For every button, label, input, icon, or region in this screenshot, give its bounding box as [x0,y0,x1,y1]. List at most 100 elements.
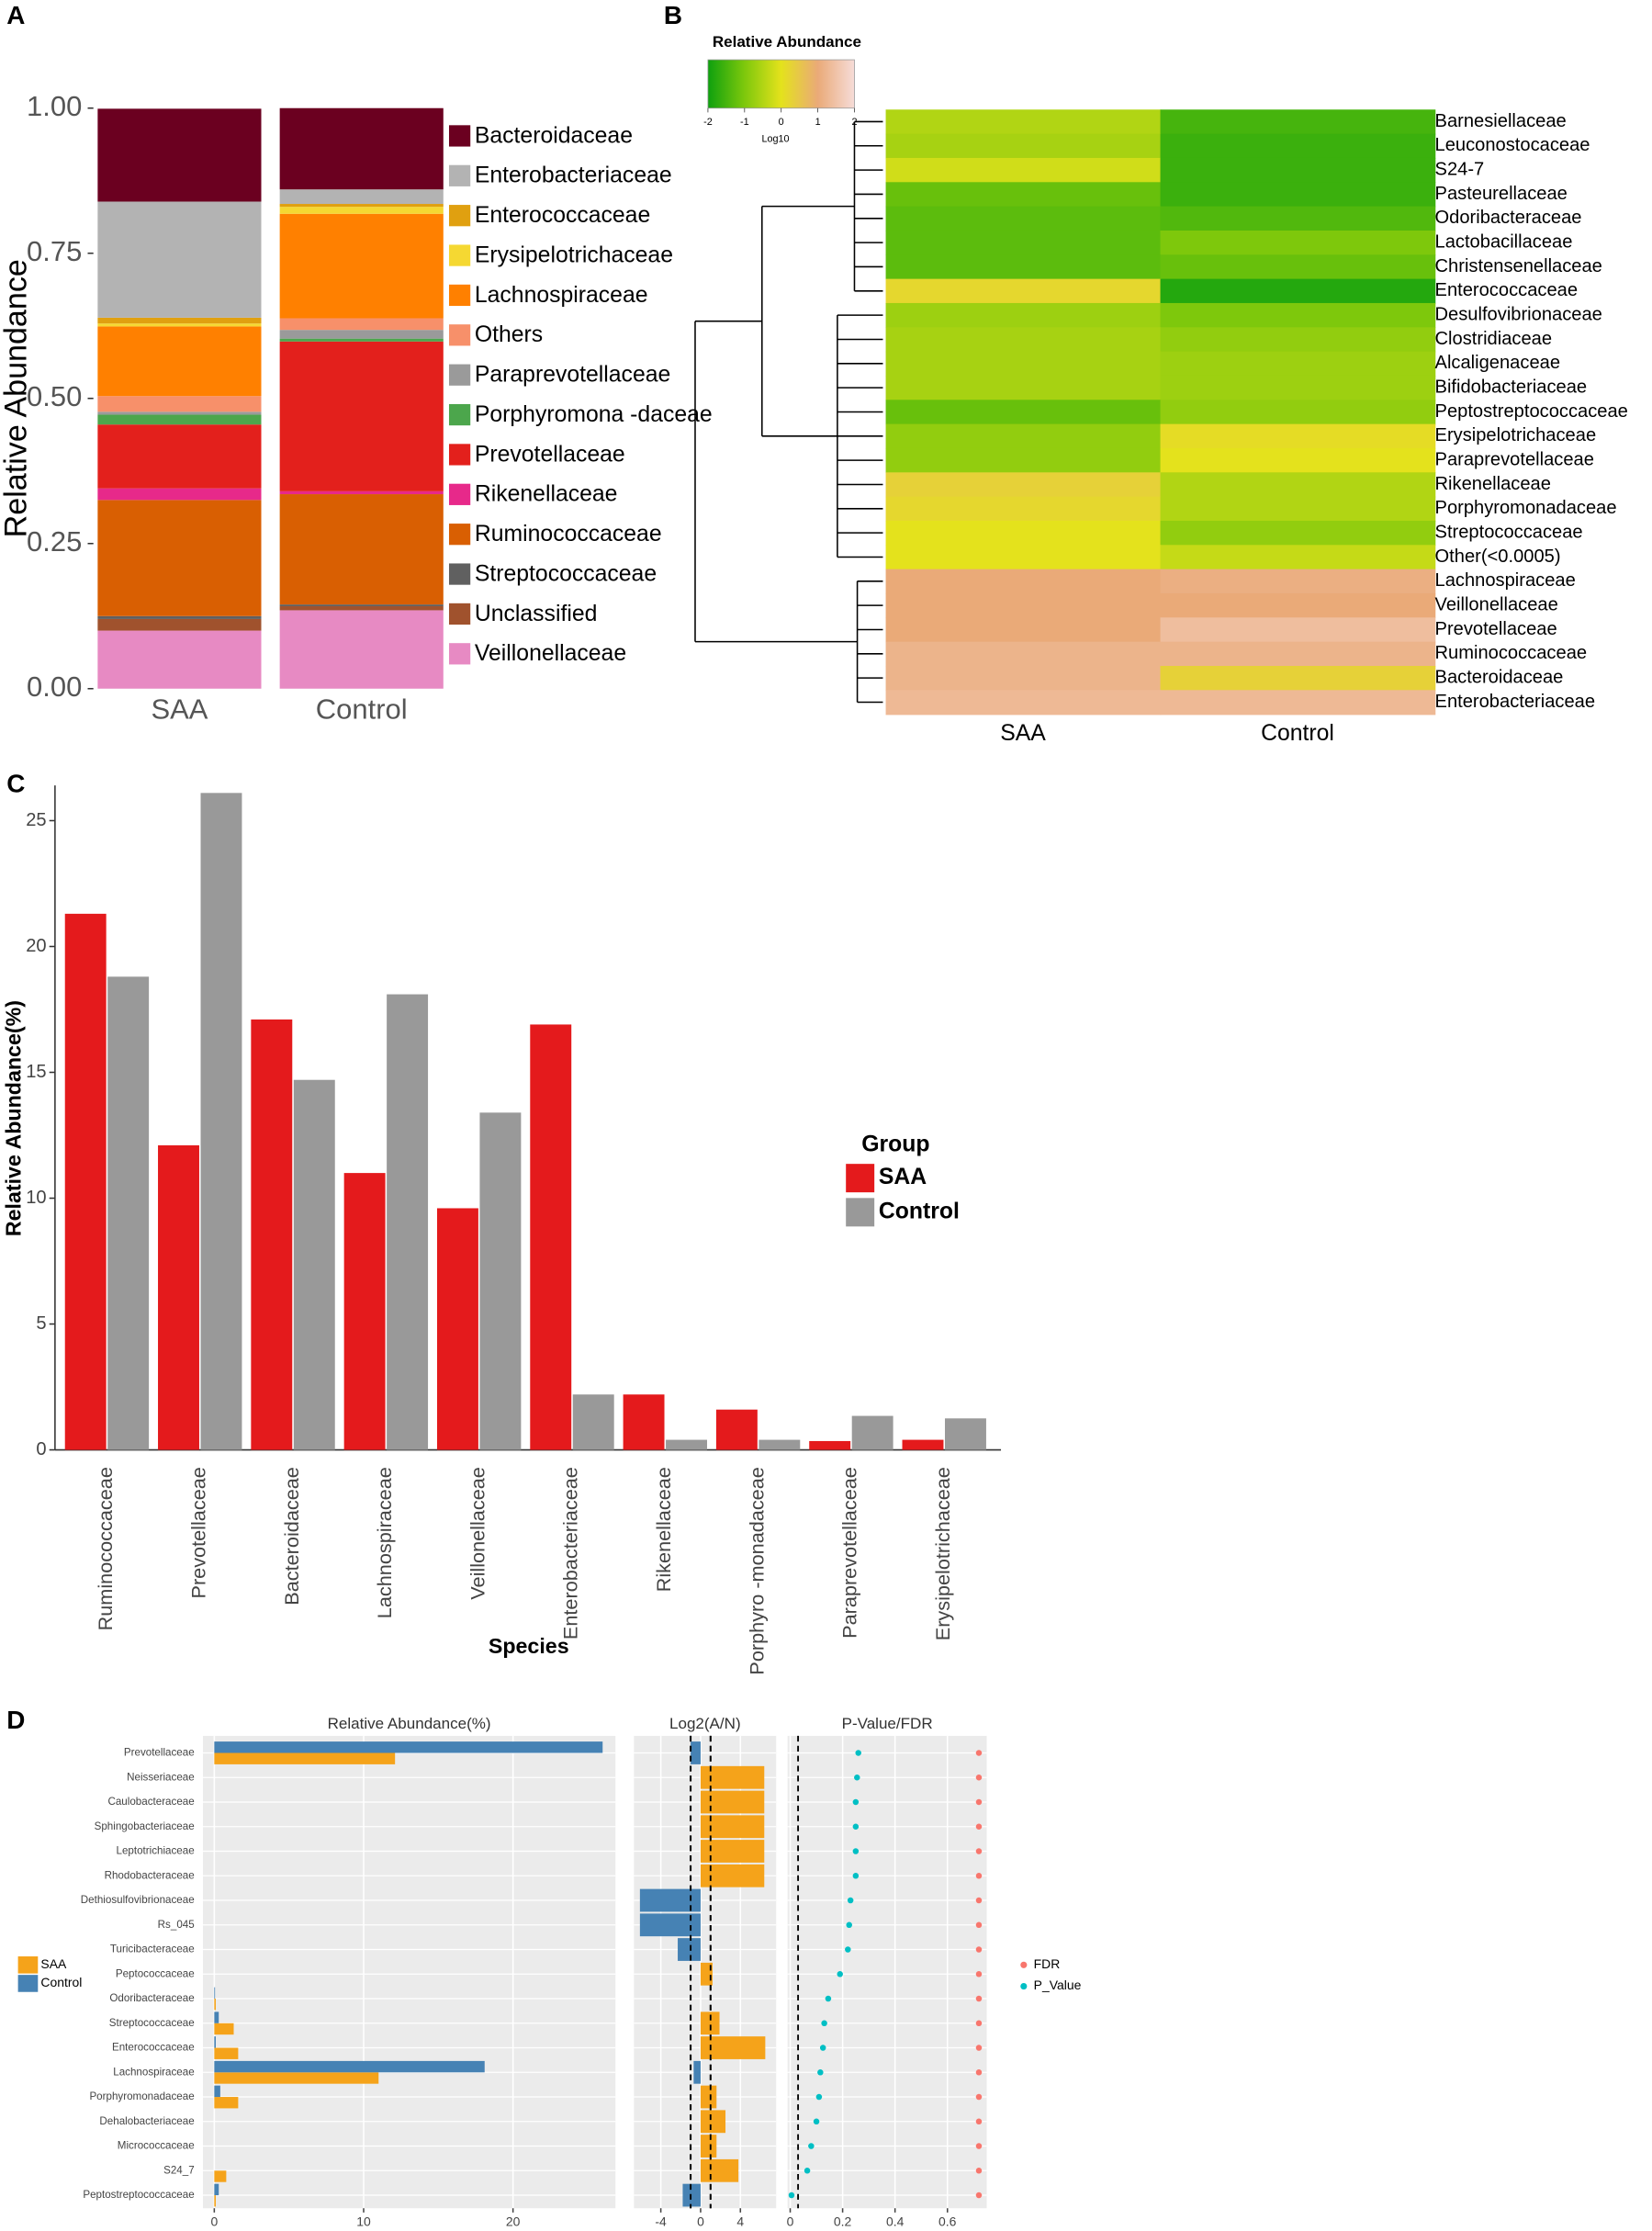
bar-segment [97,411,262,415]
bar-segment [97,500,262,616]
heatmap-cell [885,665,1162,692]
heatmap-cell [1160,327,1436,353]
bar [479,1112,522,1450]
y-axis-label: Relative Abundance(%) [2,1000,26,1236]
y-tick-label: Streptococcaceae [109,2017,195,2029]
point [975,1798,983,1806]
row-label: Desulfovibrionaceae [1435,304,1602,324]
bar-segment [97,488,262,501]
legend-swatch [448,524,471,546]
bar [387,994,429,1450]
panel-label: B [664,1,682,29]
plot-background [787,1735,987,2209]
row-label: Clostridiaceae [1435,329,1553,349]
bar [623,1394,665,1450]
bar [902,1439,944,1450]
bar [693,2060,701,2084]
heatmap-cell [885,545,1162,570]
y-tick-label: Dehalobacteriaceae [99,2115,194,2127]
heatmap-cell [1160,690,1436,715]
y-tick-label: 0 [36,1439,46,1459]
row-label: Lachnospiraceae [1435,570,1576,591]
heatmap-cell [1160,641,1436,667]
row-label: Porphyromonadaceae [1435,498,1617,518]
legend-swatch [448,324,471,346]
bar [700,2085,717,2109]
point [845,1946,851,1953]
y-tick-label: Leptotrichiaceae [116,1845,194,1857]
heatmap-cell [1160,496,1436,522]
point [852,1873,860,1879]
point [975,1848,983,1854]
bar-segment [97,108,262,202]
point [825,1995,832,2002]
legend-swatch [448,164,471,186]
row-label: Bifidobacteriaceae [1435,377,1588,397]
heatmap-cell [885,230,1162,256]
bar-segment [97,630,262,689]
row-label: Prevotellaceae [1435,619,1557,639]
y-tick-label: Porphyromonadaceae [89,2090,194,2102]
row-label: Alcaligenaceae [1435,353,1561,373]
legend-label: Enterobacteriaceae [475,163,672,188]
row-label: Christensenellaceae [1435,256,1602,276]
bar [572,1394,614,1450]
point [788,2192,795,2199]
heatmap-cell [885,182,1162,208]
y-tick-label: Lachnospiraceae [113,2066,194,2078]
y-tick-label: 5 [36,1313,46,1334]
y-tick-label: Peptostreptococcaceae [83,2189,194,2201]
x-tick-label: Enterobacteriaceae [559,1467,582,1639]
heatmap-cell [1160,157,1436,184]
heatmap-cell [885,423,1162,449]
point [975,1897,983,1904]
point [847,1897,854,1904]
legend-swatch [448,364,471,386]
point [975,1995,983,2002]
heatmap-cell [885,641,1162,667]
bar [293,1079,335,1450]
legend-label: Rikenellaceae [475,482,618,507]
row-label: Erysipelotrichaceae [1435,425,1597,445]
heatmap-cell [885,569,1162,594]
point [819,2045,826,2051]
bar-segment [279,318,444,331]
bar [691,1741,701,1764]
bar [715,1409,758,1450]
legend-label: Prevotellaceae [475,442,625,467]
y-tick-label: 0.25 [27,525,82,558]
heatmap-cell [885,520,1162,546]
subplot-title: P-Value/FDR [842,1715,933,1732]
heatmap-cell [1160,206,1436,231]
row-label: S24-7 [1435,159,1485,179]
colorbar-title: Relative Abundance [713,33,861,51]
legend-label: Veillonellaceae [475,641,626,666]
legend-swatch [17,1956,39,1974]
bar [214,2011,219,2023]
x-tick-label: Rikenellaceae [652,1467,675,1592]
point [975,2069,983,2076]
colorbar-tick-label: 1 [815,117,821,128]
point [975,2168,983,2174]
bar [214,2036,216,2048]
bar [107,976,150,1450]
dendrogram [694,120,883,704]
point [975,1921,983,1929]
subplot-title: Log2(A/N) [669,1715,741,1732]
legend-label: Porphyromona -daceae [475,402,713,427]
bar-segment [279,610,444,689]
legend-swatch [448,205,471,227]
heatmap-cell [885,592,1162,619]
x-tick-label: 4 [736,2214,744,2228]
bar [214,1987,216,2000]
bar [251,1019,293,1450]
subplot-title: Relative Abundance(%) [328,1715,491,1732]
legend-swatch [448,125,471,147]
y-tick-label: 0.00 [27,670,82,703]
bar [64,913,107,1450]
y-tick-label: 25 [26,810,46,830]
legend-title: Group [861,1132,929,1157]
heatmap-cell [1160,182,1436,208]
x-tick-label: 0 [210,2214,218,2228]
x-tick-label: 10 [356,2214,371,2228]
